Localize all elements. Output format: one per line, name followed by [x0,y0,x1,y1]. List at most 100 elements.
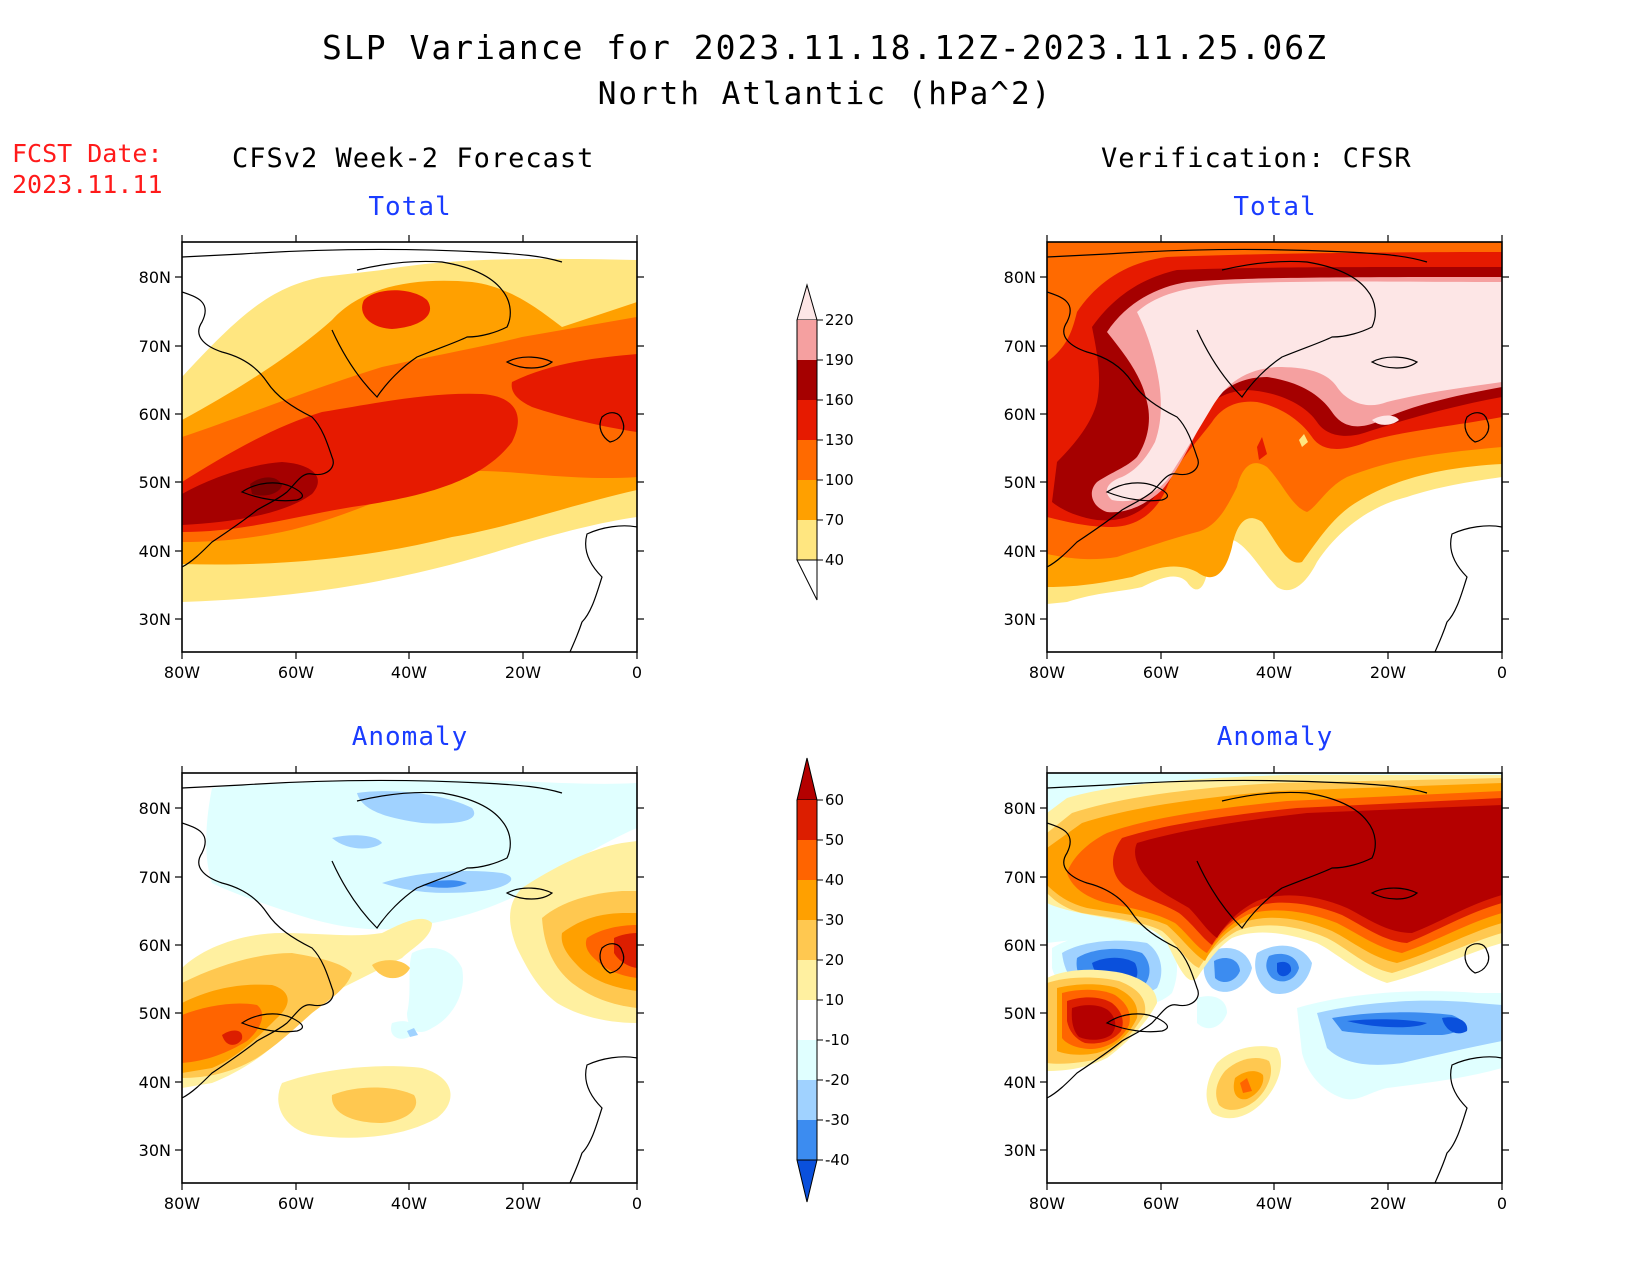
lat-label: 40N [139,542,171,561]
lon-label: 40W [391,663,427,682]
colorbar-segment [797,440,817,480]
lat-label: 60N [1004,405,1036,424]
lat-label: 50N [139,473,171,492]
lat-label: 80N [139,268,171,287]
lat-label: 80N [1004,268,1036,287]
lon-label: 0 [1497,1194,1507,1213]
lat-label: 60N [139,936,171,955]
map-verification-total [1047,242,1502,652]
lat-label: 80N [139,799,171,818]
figure-subtitle: North Atlantic (hPa^2) [597,76,1053,112]
lon-label: 0 [632,1194,642,1213]
colorbar-segment [797,320,817,360]
lat-label: 70N [1004,337,1036,356]
colorbar-label: 220 [825,311,854,329]
lon-label: 20W [505,663,541,682]
lat-label: 50N [139,1004,171,1023]
lat-label: 40N [1004,1073,1036,1092]
lon-label: 0 [1497,663,1507,682]
lat-label: 30N [1004,610,1036,629]
lon-label: 20W [505,1194,541,1213]
frame-verification-total: 80N 70N 60N 50N 40N 30N 80W 60W 40W 20W 0 [1004,235,1509,682]
colorbar-segment [797,840,817,880]
colorbar-label: 30 [825,911,844,929]
colorbar-label: 70 [825,511,844,529]
colorbar-segment [797,800,817,840]
lat-label: 50N [1004,1004,1036,1023]
colorbar-segment [797,400,817,440]
colorbar-segment [797,960,817,1000]
lon-label: 40W [1256,663,1292,682]
lat-label: 70N [1004,868,1036,887]
frame-verification-anomaly: 80N 70N 60N 50N 40N 30N 80W 60W 40W 20W 0 [1004,766,1509,1213]
lon-label: 60W [1143,1194,1179,1213]
verification-anomaly-label: Anomaly [1216,722,1334,752]
colorbar-segment [797,480,817,520]
colorbar-segment [797,360,817,400]
colorbar-label: 50 [825,831,844,849]
lon-label: 80W [1029,663,1065,682]
colorbar-bottom-arrow [796,559,818,601]
colorbar-segment [797,920,817,960]
lon-label: 40W [1256,1194,1292,1213]
lat-label: 30N [139,1141,171,1160]
lon-label: 60W [278,663,314,682]
lat-label: 50N [1004,473,1036,492]
colorbar-label: 40 [825,871,844,889]
lon-label: 80W [164,663,200,682]
fcst-date-value: 2023.11.11 [12,170,163,199]
colorbar-top-arrow [796,283,818,321]
lon-label: 60W [278,1194,314,1213]
colorbar-label: 190 [825,351,854,369]
lat-label: 40N [1004,542,1036,561]
forecast-total-label: Total [368,192,452,222]
colorbar-label: 130 [825,431,854,449]
lon-label: 20W [1370,1194,1406,1213]
colorbar-label: 160 [825,391,854,409]
map-frames: 80N 70N 60N 50N 40N 30N 80W 60W 40W 20W 0 80N 70N 60N… [139,235,1509,1213]
map-verification-anomaly [1047,773,1502,1183]
lat-label: 60N [1004,936,1036,955]
fcst-date-label: FCST Date: [12,139,163,168]
lon-label: 80W [1029,1194,1065,1213]
forecast-column-title: CFSv2 Week-2 Forecast [232,143,595,174]
colorbar-label: -40 [825,1151,850,1169]
colorbar-segment [797,1080,817,1120]
map-forecast-total [182,242,637,652]
lon-label: 20W [1370,663,1406,682]
frame-forecast-anomaly: 80N 70N 60N 50N 40N 30N 80W 60W 40W 20W 0 [139,766,644,1213]
lon-label: 40W [391,1194,427,1213]
lat-label: 40N [139,1073,171,1092]
lon-label: 60W [1143,663,1179,682]
frame-forecast-total: 80N 70N 60N 50N 40N 30N 80W 60W 40W 20W 0 [139,235,644,682]
colorbar-segment [797,520,817,560]
lat-label: 30N [139,610,171,629]
colorbar-top-arrow [796,757,818,801]
lat-label: 70N [139,337,171,356]
colorbar-segment [797,1000,817,1040]
lat-label: 60N [139,405,171,424]
colorbar-label: -20 [825,1071,850,1089]
colorbar-bottom-arrow [796,1159,818,1203]
anomaly-colorbar: 60 50 40 30 20 10 -10 -20 -30 -40 [796,757,850,1203]
total-colorbar: 40 70 100 130 160 190 220 [796,283,854,601]
colorbar-label: 20 [825,951,844,969]
colorbar-segment [797,880,817,920]
lat-label: 70N [139,868,171,887]
figure-title: SLP Variance for 2023.11.18.12Z-2023.11.… [322,28,1328,67]
verification-total-label: Total [1233,192,1317,222]
colorbar-label: 100 [825,471,854,489]
lon-label: 80W [164,1194,200,1213]
lat-label: 80N [1004,799,1036,818]
colorbar-label: 60 [825,791,844,809]
lon-label: 0 [632,663,642,682]
lat-label: 30N [1004,1141,1036,1160]
colorbar-label: -10 [825,1031,850,1049]
colorbar-segment [797,1040,817,1080]
forecast-anomaly-label: Anomaly [351,722,469,752]
colorbar-segment [797,1120,817,1160]
colorbar-label: 40 [825,551,844,569]
verification-column-title: Verification: CFSR [1101,143,1412,174]
colorbar-label: 10 [825,991,844,1009]
